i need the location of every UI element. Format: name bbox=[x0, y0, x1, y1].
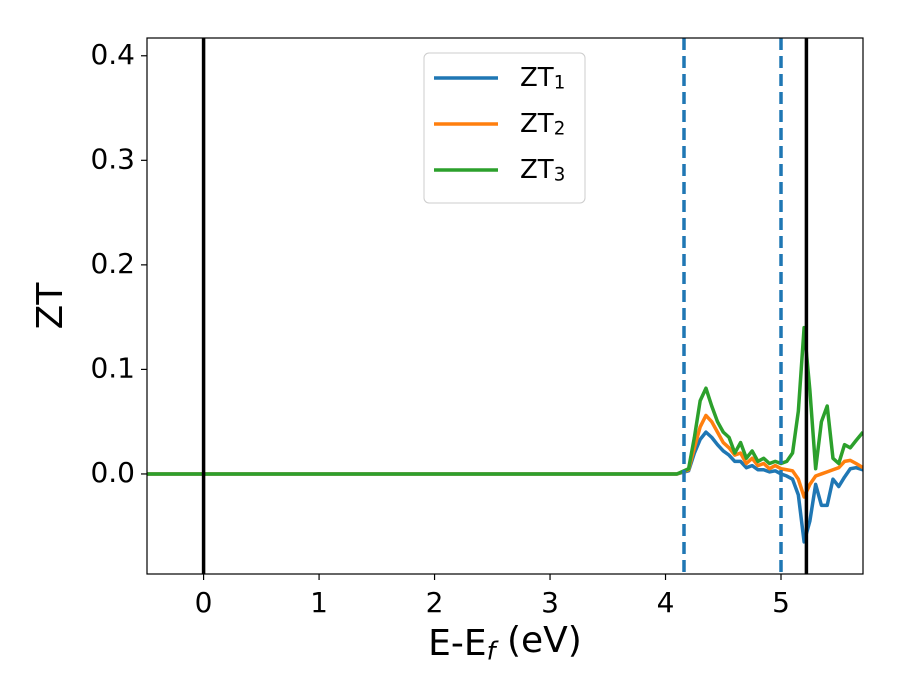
y-tick-label: 0.0 bbox=[90, 456, 135, 489]
x-tick-label: 3 bbox=[541, 586, 559, 619]
y-tick-label: 0.2 bbox=[90, 247, 135, 280]
axes-frame bbox=[146, 37, 864, 575]
ticks: 0 1 2 3 4 5 0.0 0.1 0.2 0.3 0.4 bbox=[90, 38, 789, 619]
x-tick-label: 1 bbox=[310, 586, 328, 619]
series-line bbox=[147, 325, 863, 476]
y-tick-label: 0.3 bbox=[90, 142, 135, 175]
legend: ZT1 ZT2 ZT3 bbox=[423, 52, 586, 204]
plot-area bbox=[147, 38, 863, 574]
x-axis-label: E-Ef (eV) bbox=[428, 620, 582, 666]
y-tick-label: 0.1 bbox=[90, 351, 135, 384]
legend-label: ZT1 bbox=[520, 63, 565, 94]
y-axis-label: ZT bbox=[30, 282, 71, 330]
series-line bbox=[147, 430, 863, 544]
x-tick-label: 2 bbox=[426, 586, 444, 619]
x-tick-label: 5 bbox=[772, 586, 790, 619]
legend-label: ZT2 bbox=[520, 109, 565, 140]
x-tick-label: 4 bbox=[657, 586, 675, 619]
series-line bbox=[147, 413, 863, 499]
legend-box bbox=[423, 52, 586, 204]
x-tick-label: 0 bbox=[195, 586, 213, 619]
y-tick-label: 0.4 bbox=[90, 38, 135, 71]
legend-label: ZT3 bbox=[520, 155, 565, 186]
